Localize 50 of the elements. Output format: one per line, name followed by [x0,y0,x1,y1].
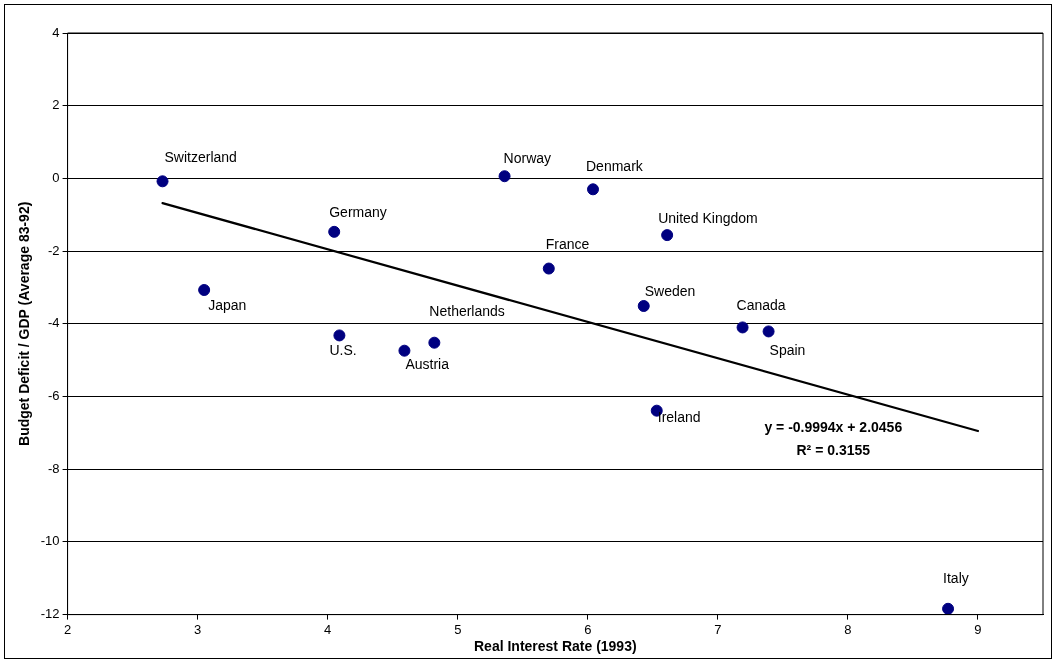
x-tick-label: 6 [584,621,592,637]
y-tick-label: -6 [48,388,60,404]
x-tick-label: 2 [63,621,72,637]
y-tick-label: 4 [52,24,60,40]
x-tick-label: 9 [974,621,982,637]
point [942,602,955,615]
y-tick-label: -10 [40,533,60,549]
annotation: France [545,236,590,253]
point [333,329,346,342]
point [398,344,411,357]
point [428,336,441,349]
annotation: Netherlands [429,302,505,319]
point [542,262,555,275]
point [328,225,341,238]
point [736,321,749,334]
annotation: Denmark [586,158,644,175]
point [198,284,211,296]
point [498,170,511,183]
y-tick-label: 0 [52,169,60,185]
annotation: Spain [769,342,806,359]
y-tick-label: -4 [48,315,60,331]
annotation: y = -0.9994x + 2.0456 [764,419,903,436]
x-tick-label: 4 [324,621,332,637]
annotation: Norway [503,150,552,167]
annotation: Japan [208,296,247,313]
y-tick-label: 2 [52,97,60,113]
annotation: Sweden [644,282,696,299]
point [156,175,169,188]
point [762,325,775,338]
x-tick-label: 5 [454,621,462,637]
point [661,229,674,242]
annotation: R² = 0.3155 [796,442,871,459]
x-tick-label: 8 [844,621,852,637]
annotation: U.S. [329,342,357,359]
y-tick-label: -12 [40,606,60,622]
annotation: Canada [736,297,786,314]
x-axis-title: Real Interest Rate (1993) [473,638,637,655]
annotation: United Kingdom [658,209,758,226]
annotation: Austria [405,355,450,372]
point [587,183,600,196]
x-tick-label: 3 [194,621,202,637]
annotation: Ireland [657,408,701,425]
y-tick-label: -8 [48,460,60,476]
point [637,299,650,312]
annotation: Italy [943,569,969,586]
x-tick-label: 7 [714,621,722,637]
y-tick-label: -2 [48,242,60,258]
annotation: Switzerland [164,149,237,166]
annotation: Germany [329,203,387,220]
y-axis-title: Budget Deficit / GDP (Average 83-92) [16,201,33,446]
